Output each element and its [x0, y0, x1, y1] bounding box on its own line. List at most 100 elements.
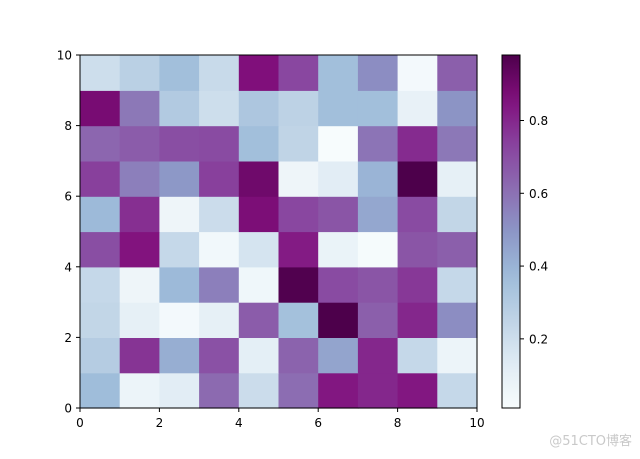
heatmap-cell: [357, 231, 399, 268]
y-tick-label: 6: [64, 190, 72, 204]
heatmap-cell: [437, 196, 478, 233]
heatmap-cell: [357, 90, 399, 127]
heatmap-cell: [238, 125, 280, 162]
heatmap-cell: [159, 337, 200, 374]
heatmap-cell: [397, 160, 438, 197]
heatmap-cell: [199, 196, 240, 233]
heatmap-cell: [397, 231, 438, 268]
heatmap-cell: [318, 372, 359, 409]
heatmap-cell: [199, 231, 240, 268]
heatmap-cell: [238, 231, 280, 268]
heatmap-cell: [80, 196, 121, 233]
heatmap-cell: [238, 302, 280, 338]
heatmap-cell: [278, 160, 319, 197]
x-tick-label: 2: [156, 416, 164, 430]
heatmap-cell: [80, 55, 121, 91]
colorbar: [501, 54, 521, 409]
heatmap-cell: [159, 160, 200, 197]
heatmap-cell: [397, 55, 438, 91]
heatmap-cell: [318, 302, 359, 338]
heatmap-cell: [238, 90, 280, 127]
colorbar-tick-label: 0.8: [529, 114, 548, 128]
heatmap-cell: [80, 372, 121, 409]
x-tick-label: 0: [76, 416, 84, 430]
heatmap-cell: [80, 266, 121, 303]
heatmap-cell: [159, 125, 200, 162]
heatmap-cell: [318, 337, 359, 374]
x-tick-label: 8: [394, 416, 402, 430]
y-tick-label: 10: [57, 49, 72, 63]
y-axis: 0 2 4 6 8 10: [57, 49, 80, 416]
heatmap-cell: [397, 125, 438, 162]
heatmap-cell: [278, 55, 319, 91]
heatmap-cell: [437, 55, 478, 91]
y-tick-label: 8: [64, 119, 72, 133]
heatmap-cell: [199, 337, 240, 374]
heatmap-cell: [357, 302, 399, 338]
heatmap-cell: [437, 372, 478, 409]
heatmap-cell: [437, 90, 478, 127]
heatmap-cell: [199, 372, 240, 409]
heatmap-cell: [238, 372, 280, 409]
heatmap-cell: [437, 125, 478, 162]
heatmap-cell: [278, 196, 319, 233]
heatmap-cell: [437, 160, 478, 197]
heatmap-cell: [159, 302, 200, 338]
heatmap-cell: [397, 302, 438, 338]
heatmap-cell: [80, 337, 121, 374]
heatmap-cell: [278, 337, 319, 374]
heatmap-cell: [119, 125, 160, 162]
y-tick-label: 4: [64, 260, 72, 274]
heatmap-cell: [278, 302, 319, 338]
colorbar-tick-label: 0.6: [529, 187, 548, 201]
heatmap-cell: [119, 196, 160, 233]
heatmap-cell: [119, 337, 160, 374]
heatmap-cell: [199, 125, 240, 162]
heatmap-cell: [199, 55, 240, 91]
heatmap-cell: [238, 160, 280, 197]
heatmap-cell: [397, 90, 438, 127]
heatmap-cell: [119, 302, 160, 338]
watermark: @51CTO博客: [549, 434, 632, 449]
colorbar-tick-label: 0.4: [529, 260, 548, 274]
heatmap-cell: [80, 231, 121, 268]
heatmap-cell: [397, 196, 438, 233]
x-tick-label: 10: [469, 416, 484, 430]
heatmap-cell: [119, 231, 160, 268]
heatmap-cell: [318, 55, 359, 91]
heatmap-cell: [318, 266, 359, 303]
heatmap-cell: [318, 196, 359, 233]
heatmap-cell: [278, 125, 319, 162]
heatmap-cell: [278, 372, 319, 409]
heatmap-cell: [119, 372, 160, 409]
heatmap-cell: [119, 55, 160, 91]
heatmap-cell: [199, 160, 240, 197]
heatmap-cell: [357, 160, 399, 197]
heatmap-cell: [437, 302, 478, 338]
heatmap-cell: [318, 125, 359, 162]
heatmap-cell: [278, 90, 319, 127]
heatmap-cell: [80, 160, 121, 197]
heatmap-cell: [80, 90, 121, 127]
y-tick-label: 0: [64, 402, 72, 416]
heatmap-cell: [119, 160, 160, 197]
heatmap-cell: [357, 372, 399, 409]
heatmap-cell: [397, 372, 438, 409]
heatmap-cell: [199, 90, 240, 127]
heatmap-cell: [278, 231, 319, 268]
heatmap-cell: [357, 125, 399, 162]
heatmap-cell: [278, 266, 319, 303]
heatmap-cell: [199, 266, 240, 303]
heatmap-cell: [159, 372, 200, 409]
x-tick-label: 4: [235, 416, 243, 430]
colorbar-axis: 0.2 0.4 0.6 0.8: [520, 114, 548, 346]
heatmap-cell: [238, 266, 280, 303]
heatmap-cell: [318, 90, 359, 127]
heatmap-cell: [357, 55, 399, 91]
plot-frame: [79, 54, 478, 409]
heatmap-cells: [80, 55, 478, 409]
x-tick-label: 6: [314, 416, 322, 430]
heatmap-cell: [437, 337, 478, 374]
heatmap-cell: [397, 266, 438, 303]
